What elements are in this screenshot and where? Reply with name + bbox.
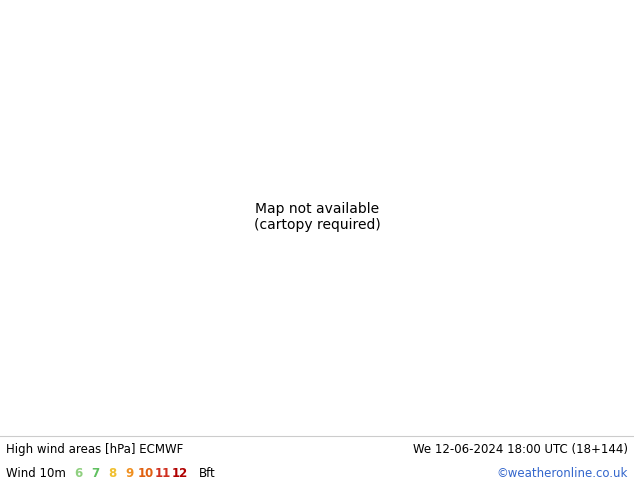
Text: 11: 11 xyxy=(155,467,171,480)
Text: ©weatheronline.co.uk: ©weatheronline.co.uk xyxy=(496,467,628,480)
Text: 12: 12 xyxy=(172,467,188,480)
Text: 9: 9 xyxy=(125,467,133,480)
Text: Wind 10m: Wind 10m xyxy=(6,467,66,480)
Text: 7: 7 xyxy=(91,467,99,480)
Text: Map not available
(cartopy required): Map not available (cartopy required) xyxy=(254,202,380,232)
Text: 10: 10 xyxy=(138,467,154,480)
Text: We 12-06-2024 18:00 UTC (18+144): We 12-06-2024 18:00 UTC (18+144) xyxy=(413,443,628,456)
Text: 8: 8 xyxy=(108,467,116,480)
Text: 6: 6 xyxy=(74,467,82,480)
Text: High wind areas [hPa] ECMWF: High wind areas [hPa] ECMWF xyxy=(6,443,183,456)
Text: Bft: Bft xyxy=(199,467,216,480)
